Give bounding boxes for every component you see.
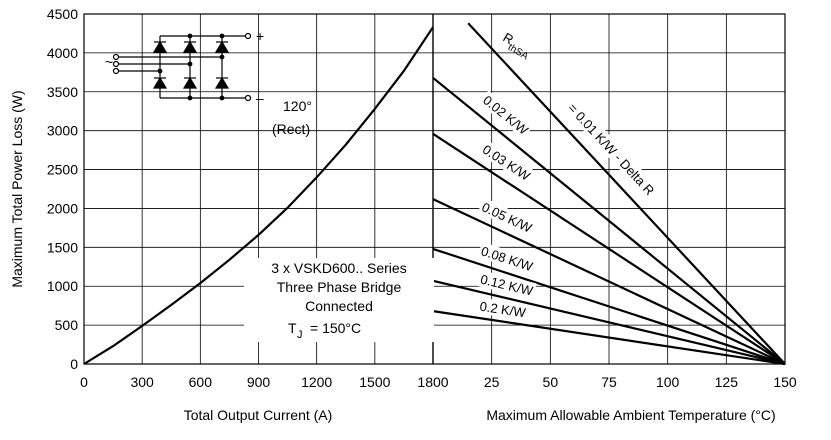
x-tick-label-left: 1800 <box>417 374 448 390</box>
y-tick-label: 3500 <box>47 84 78 100</box>
device-info-box <box>244 258 434 342</box>
y-tick-label: 1000 <box>47 278 78 294</box>
y-tick-label: 0 <box>70 356 78 372</box>
x-tick-label-right: 125 <box>715 374 739 390</box>
circuit-ac-label: ~ <box>105 54 113 70</box>
series-label: 0.2 K/W <box>479 299 528 321</box>
y-tick-label: 4500 <box>47 6 78 22</box>
series-label-bg <box>563 98 660 200</box>
x-axis-title-left: Total Output Current (A) <box>184 407 333 423</box>
three-phase-bridge-circuit-icon <box>112 32 252 102</box>
series-line-rth <box>432 198 786 365</box>
y-tick-label: 500 <box>55 317 79 333</box>
series-line-rth <box>432 310 786 366</box>
x-tick-label-right: 75 <box>601 374 617 390</box>
series-label: 0.08 K/W <box>479 243 535 274</box>
series-label-group: 0.12 K/W <box>476 270 537 299</box>
y-tick-label: 2000 <box>47 200 78 216</box>
series-label-bg <box>478 90 534 140</box>
device-topology-label: Three Phase Bridge <box>277 279 402 295</box>
y-axis-title: Maximum Total Power Loss (W) <box>9 90 25 287</box>
circuit-plus-label: + <box>256 28 264 44</box>
device-series-label: 3 x VSKD600.. Series <box>271 260 406 276</box>
y-tick-label: 1500 <box>47 239 78 255</box>
series-label-group: 0.05 K/W <box>477 197 537 237</box>
series-label-group: 0.02 K/W <box>478 90 534 140</box>
device-connection-label: Connected <box>305 298 373 314</box>
series-label: 0.02 K/W <box>480 92 532 138</box>
x-tick-label-left: 1500 <box>359 374 390 390</box>
x-tick-label-right: 50 <box>543 374 559 390</box>
y-tick-label: 3000 <box>47 123 78 139</box>
x-tick-label-left: 1200 <box>301 374 332 390</box>
series-line-rth <box>432 279 786 366</box>
x-tick-label-left: 0 <box>80 374 88 390</box>
x-tick-label-right: 100 <box>656 374 680 390</box>
conduction-type-label: (Rect) <box>272 121 310 137</box>
plot-frame <box>83 13 786 365</box>
conduction-angle-label: 120° <box>283 98 312 114</box>
series <box>83 22 786 366</box>
rth-symbol-group: R thSA <box>501 30 531 63</box>
axes: 0 500 1000 1500 2000 2500 3000 3500 4000 4500 0 300… <box>47 6 797 390</box>
x-axis-title-right: Maximum Allowable Ambient Temperature (°… <box>486 407 775 423</box>
junction-temp-subscript: J <box>297 329 303 341</box>
y-tick-label: 4000 <box>47 45 78 61</box>
junction-temp-value: = 150°C <box>310 320 361 336</box>
x-tick-label-right: 25 <box>484 374 500 390</box>
x-tick-label-left: 300 <box>130 374 154 390</box>
series-label-group: 0.08 K/W <box>477 241 537 275</box>
circuit-minus-label: – <box>256 90 264 106</box>
series-line-rth <box>432 247 786 366</box>
series-line-power-loss <box>83 26 434 365</box>
x-tick-label-left: 600 <box>189 374 213 390</box>
series-line-rth <box>432 76 786 365</box>
series-line-rth <box>467 22 786 365</box>
series-label-bg <box>477 241 537 275</box>
junction-temp-symbol: T <box>288 320 297 336</box>
y-tick-label: 2500 <box>47 162 78 178</box>
series-label-bg <box>478 139 536 185</box>
series-label-group: 0.03 K/W <box>478 139 536 185</box>
series-label: 0.05 K/W <box>479 199 534 236</box>
series-label: = 0.01 K/W - Delta R <box>565 100 657 198</box>
series-label: 0.03 K/W <box>480 142 534 184</box>
rth-subscript: thSA <box>506 42 531 63</box>
series-label-bg <box>476 270 537 299</box>
x-tick-label-left: 900 <box>247 374 271 390</box>
x-tick-label-right: 150 <box>773 374 797 390</box>
series-label-group: 0.2 K/W <box>476 297 529 321</box>
series-label-group: = 0.01 K/W - Delta R <box>563 98 660 200</box>
series-line-rth <box>432 132 786 365</box>
series-label-bg <box>476 297 529 321</box>
series-label-bg <box>477 197 537 237</box>
